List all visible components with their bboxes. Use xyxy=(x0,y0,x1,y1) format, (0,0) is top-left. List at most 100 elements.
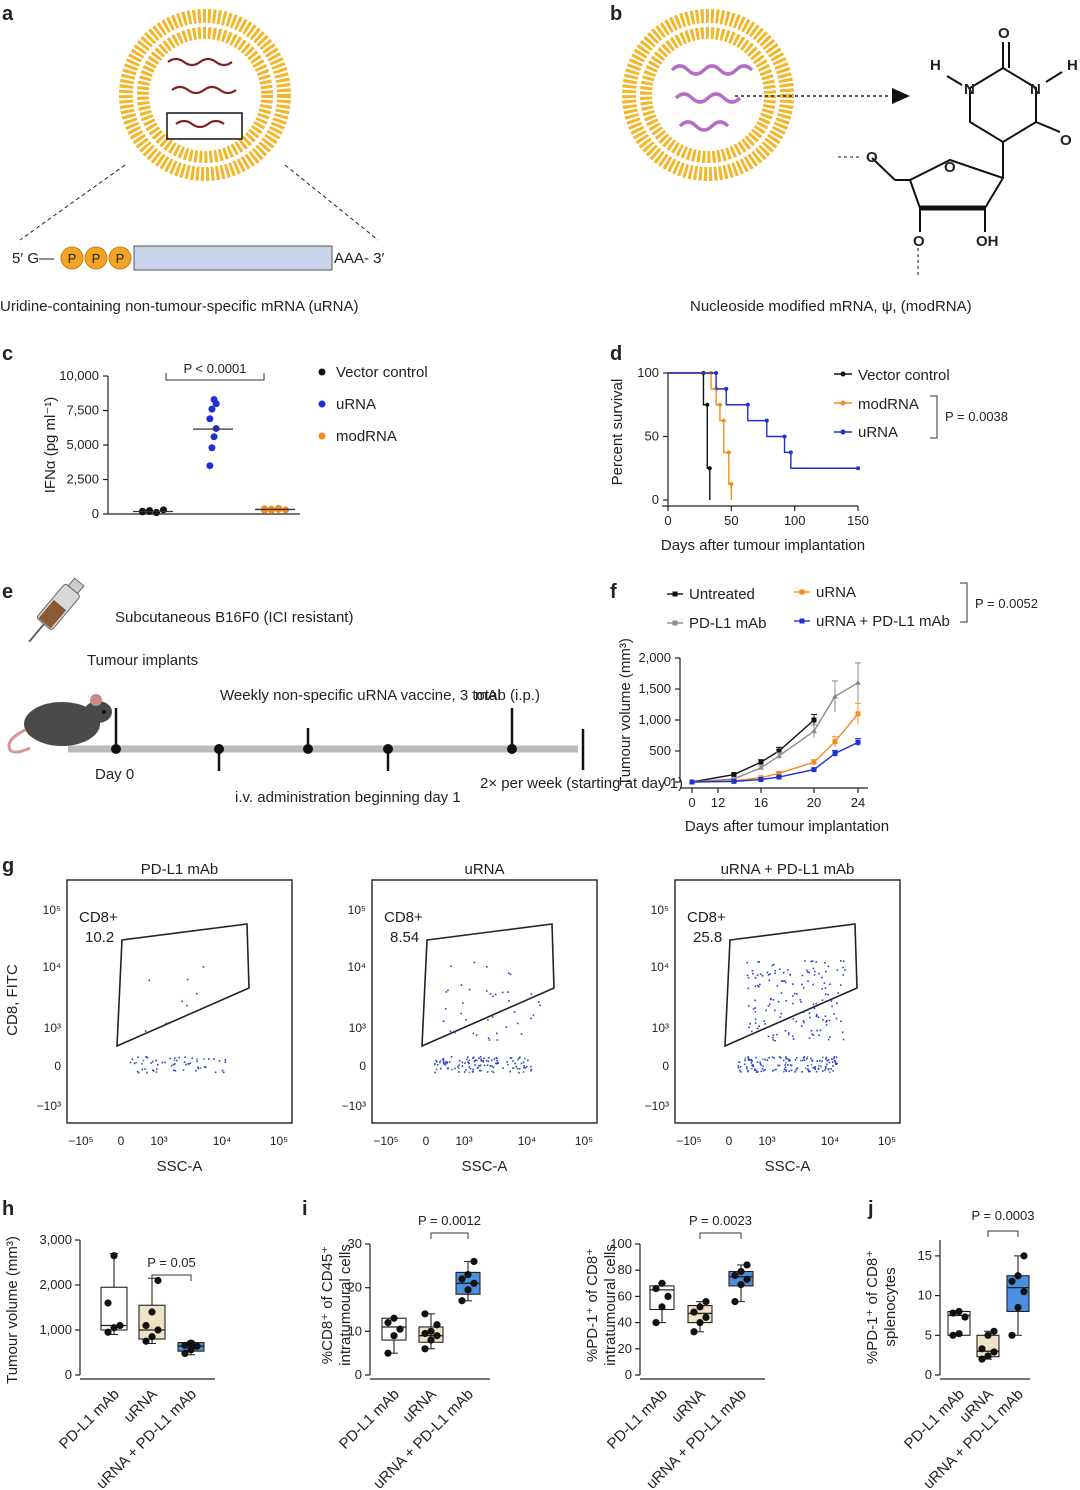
five-prime-label: 5′ G— xyxy=(12,250,54,267)
g-event-dot xyxy=(751,1065,754,1067)
g-event-dot xyxy=(759,973,762,975)
g-event-dot xyxy=(750,1068,753,1070)
chart-i2-x-tick-label: PD-L1 mAb xyxy=(604,1386,671,1453)
chart-i2-data-point xyxy=(696,1319,704,1327)
c-y-tick-label: 7,500 xyxy=(66,403,99,418)
g-event-dot xyxy=(467,1061,469,1063)
g-event-dot xyxy=(781,980,783,982)
chart-i2: 0 20 40 60 80 100 %PD-1⁺ of CD8⁺ intratumoural … xyxy=(584,1213,765,1490)
g-event-dot xyxy=(758,961,760,963)
g-event-dot xyxy=(806,1056,809,1058)
g-event-dot xyxy=(811,1033,813,1036)
g-event-dot xyxy=(764,1068,766,1071)
c-point-urna xyxy=(206,462,214,470)
g-event-dot xyxy=(784,1064,787,1066)
chart-i2-y-tick-label: 20 xyxy=(618,1341,632,1356)
g-event-dot xyxy=(493,1058,496,1060)
g-x-tick-label: 0 xyxy=(726,1134,733,1148)
g-event-dot xyxy=(129,1061,132,1064)
g-y-tick-label: 10⁴ xyxy=(347,960,366,974)
atom-n: N xyxy=(1030,81,1041,98)
d-ylabel: Percent survival xyxy=(609,379,626,486)
g-gate-value: 8.54 xyxy=(390,929,419,946)
g-event-dot xyxy=(783,979,786,982)
g-event-dot xyxy=(774,969,776,972)
atom-h: H xyxy=(1067,57,1078,74)
g-event-dot xyxy=(755,1069,758,1072)
g-event-dot xyxy=(767,974,770,976)
chart-i2-data-point xyxy=(702,1313,710,1321)
g-x-tick-label: −10⁵ xyxy=(676,1134,701,1148)
g-event-dot xyxy=(819,1059,821,1062)
g-event-dot xyxy=(744,1057,747,1060)
g-event-dot xyxy=(827,1068,830,1070)
g-event-dot xyxy=(480,1069,482,1072)
c-point-vector-control xyxy=(160,506,167,514)
c-y-tick-label: 5,000 xyxy=(66,437,99,452)
g-event-dot xyxy=(473,961,476,964)
g-event-dot xyxy=(176,1059,178,1062)
g-event-dot xyxy=(492,1066,495,1069)
g-event-dot xyxy=(767,1005,770,1007)
g-plot-frame xyxy=(66,879,293,1124)
f-y-tick-label: 500 xyxy=(649,743,671,758)
g-event-dot xyxy=(747,1057,750,1059)
phosphate-label: P xyxy=(92,251,101,266)
f-marker xyxy=(811,728,817,734)
g-event-dot xyxy=(815,1070,818,1073)
g-event-dot xyxy=(172,1069,175,1072)
e-iv-label: i.v. administration beginning day 1 xyxy=(235,789,461,806)
g-event-dot xyxy=(492,995,494,998)
g-event-dot xyxy=(835,1063,838,1066)
f-legend-marker xyxy=(672,620,678,626)
chart-i1-data-point xyxy=(421,1329,429,1338)
f-marker xyxy=(776,748,782,754)
g-event-dot xyxy=(762,1065,764,1068)
g-event-dot xyxy=(445,1061,447,1063)
chart-i2-ylabel-2: intratumoural cells xyxy=(602,1244,619,1366)
g-event-dot xyxy=(203,1058,205,1060)
g-event-dot xyxy=(807,1069,810,1071)
g-event-dot xyxy=(791,1035,794,1038)
f-marker xyxy=(731,778,737,784)
g-plot-title: PD-L1 mAb xyxy=(141,861,219,878)
c-significance-bracket xyxy=(165,373,265,381)
g-event-dot xyxy=(187,1063,190,1066)
e-twice-label: 2× per week (starting at day 1) xyxy=(480,775,683,792)
g-event-dot xyxy=(841,1031,844,1034)
d-legend-urna: uRNA xyxy=(858,424,898,441)
g-event-dot xyxy=(808,1012,811,1014)
chart-j-data-point xyxy=(955,1307,963,1316)
chart-h-data-point xyxy=(142,1337,150,1345)
g-event-dot xyxy=(174,1063,176,1065)
chart-j-data-point xyxy=(984,1331,992,1339)
g-event-dot xyxy=(144,1030,147,1032)
g-event-dot xyxy=(800,1001,803,1003)
g-gate-label: CD8+ xyxy=(79,909,118,926)
panel-label-g: g xyxy=(2,855,14,877)
g-event-dot xyxy=(810,1063,813,1066)
chart-i1-pvalue: P = 0.0012 xyxy=(418,1213,481,1228)
d-legend-marker xyxy=(840,371,846,377)
g-event-dot xyxy=(487,1060,490,1063)
g-event-dot xyxy=(495,1032,498,1035)
g-event-dot xyxy=(509,1070,511,1073)
f-y-tick-label: 1,500 xyxy=(638,681,671,696)
g-event-dot xyxy=(823,982,826,984)
atom-h: H xyxy=(930,57,941,74)
g-x-tick-label: 10⁵ xyxy=(878,1134,896,1148)
g-event-dot xyxy=(825,1063,828,1066)
chart-i2-data-point xyxy=(696,1303,704,1311)
g-event-dot xyxy=(145,1056,148,1058)
g-event-dot xyxy=(530,993,533,995)
g-event-dot xyxy=(471,1070,474,1073)
g-event-dot xyxy=(778,1056,781,1058)
atom-o: O xyxy=(913,233,925,250)
zoom-line xyxy=(284,164,379,241)
g-event-dot xyxy=(482,1060,485,1062)
rna-strand xyxy=(167,57,233,67)
chart-i2-data-point xyxy=(743,1261,751,1269)
g-event-dot xyxy=(468,1062,471,1065)
g-event-dot xyxy=(497,1062,499,1064)
arrow-head xyxy=(892,88,910,104)
